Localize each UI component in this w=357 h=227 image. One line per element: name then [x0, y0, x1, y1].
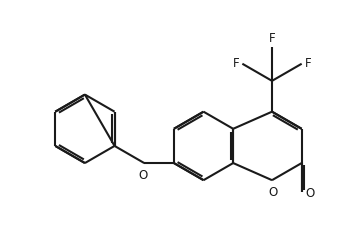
Text: F: F: [269, 32, 275, 45]
Text: F: F: [232, 57, 239, 70]
Text: F: F: [305, 57, 311, 70]
Text: O: O: [138, 168, 147, 181]
Text: O: O: [269, 185, 278, 198]
Text: O: O: [306, 186, 315, 199]
